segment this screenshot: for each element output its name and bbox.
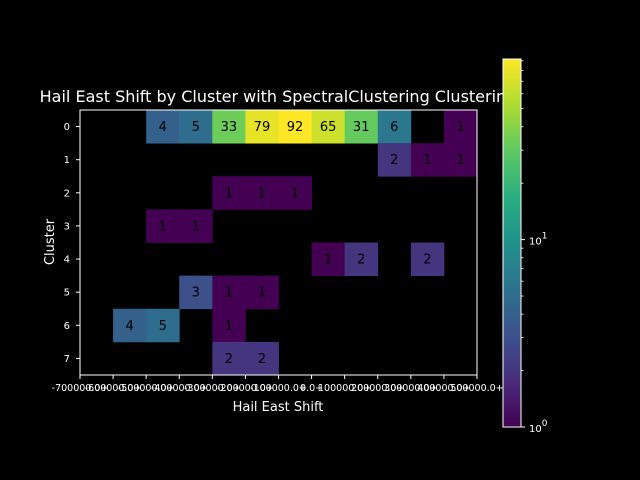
x-tick-label: -400000.0+ bbox=[151, 383, 208, 394]
x-tick-label: -100000.0+ bbox=[250, 383, 307, 394]
cell-value-label: 1 bbox=[291, 186, 299, 201]
x-tick-label: 300000.0+ bbox=[384, 383, 437, 394]
heatmap-cell-labels: 4 5 33 79 92 65 31 6 12 1 11 1 11 11 2 23 1 14 5 12 2 bbox=[125, 120, 464, 367]
y-tick-label: 3 bbox=[64, 221, 70, 232]
heatmap-cell bbox=[212, 341, 246, 376]
cell-value-label: 4 bbox=[125, 319, 133, 334]
cell-value-label: 2 bbox=[390, 153, 398, 168]
heatmap-cell bbox=[245, 176, 279, 210]
cell-value-label: 1 bbox=[192, 219, 200, 234]
heatmap-cell bbox=[410, 143, 445, 177]
y-axis-label: Cluster bbox=[43, 218, 58, 265]
x-tick-label: 0.0+ bbox=[300, 383, 323, 394]
chart-title: Hail East Shift by Cluster with Spectral… bbox=[40, 87, 517, 106]
heatmap-cell bbox=[278, 176, 312, 210]
heatmap-cell bbox=[113, 308, 147, 343]
x-tick-label: 500000.0+ bbox=[450, 383, 503, 394]
heatmap-cell bbox=[311, 110, 346, 144]
cell-value-label: 1 bbox=[225, 319, 233, 334]
heatmap-cell bbox=[443, 110, 478, 144]
heatmap-cell bbox=[410, 242, 445, 277]
heatmap-cell bbox=[344, 242, 379, 277]
y-axis-ticks: 0 1 2 3 4 5 6 7 bbox=[64, 122, 80, 365]
cell-value-label: 79 bbox=[254, 120, 271, 135]
y-tick-label: 0 bbox=[64, 122, 70, 133]
cell-value-label: 1 bbox=[423, 153, 431, 168]
heatmap-cell bbox=[179, 209, 213, 243]
heatmap-cell bbox=[212, 308, 246, 343]
cell-value-label: 92 bbox=[287, 120, 304, 135]
cell-value-label: 4 bbox=[159, 120, 167, 135]
x-axis-ticks: -700000.0+-600000.0+-500000.0+-400000.0+… bbox=[52, 375, 504, 394]
cell-value-label: 2 bbox=[258, 352, 266, 367]
y-tick-label: 2 bbox=[64, 188, 70, 199]
heatmap-cell bbox=[443, 143, 478, 177]
heatmap-cell bbox=[278, 110, 312, 144]
cell-value-label: 1 bbox=[324, 253, 332, 268]
heatmap-cell bbox=[344, 110, 379, 144]
cell-value-label: 1 bbox=[159, 219, 167, 234]
x-tick-label: 100000.0+ bbox=[318, 383, 371, 394]
heatmap-cell bbox=[377, 143, 412, 177]
y-tick-label: 7 bbox=[64, 354, 70, 365]
cell-value-label: 3 bbox=[192, 286, 200, 301]
heatmap-cell bbox=[179, 110, 213, 144]
heatmap-cell bbox=[311, 242, 346, 277]
cell-value-label: 5 bbox=[159, 319, 167, 334]
colorbar-tick-label: 100 bbox=[529, 419, 548, 435]
cell-value-label: 1 bbox=[225, 286, 233, 301]
cell-value-label: 31 bbox=[353, 120, 370, 135]
colorbar-ticks: 100 101 bbox=[521, 60, 548, 435]
heatmap-cell bbox=[179, 275, 213, 310]
heatmap-cell bbox=[377, 110, 412, 144]
cell-value-label: 2 bbox=[225, 352, 233, 367]
x-axis-label: Hail East Shift bbox=[233, 400, 324, 415]
x-tick-label: 200000.0+ bbox=[351, 383, 404, 394]
cell-value-label: 33 bbox=[221, 120, 238, 135]
cell-value-label: 1 bbox=[258, 286, 266, 301]
heatmap-cell bbox=[245, 275, 279, 310]
y-tick-label: 1 bbox=[64, 155, 70, 166]
x-tick-label: -300000.0+ bbox=[184, 383, 241, 394]
x-tick-label: -500000.0+ bbox=[118, 383, 175, 394]
cell-value-label: 1 bbox=[456, 120, 464, 135]
y-tick-label: 6 bbox=[64, 321, 70, 332]
cell-value-label: 1 bbox=[456, 153, 464, 168]
x-tick-label: -700000.0+ bbox=[52, 383, 109, 394]
x-tick-label: 400000.0+ bbox=[417, 383, 470, 394]
heatmap-cell bbox=[245, 110, 279, 144]
cell-value-label: 1 bbox=[258, 186, 266, 201]
heatmap-cell bbox=[212, 176, 246, 210]
colorbar bbox=[502, 58, 522, 428]
heatmap-cell bbox=[146, 209, 180, 243]
heatmap-cell bbox=[212, 275, 246, 310]
heatmap-cell bbox=[146, 308, 180, 343]
cell-value-label: 5 bbox=[192, 120, 200, 135]
cell-value-label: 65 bbox=[320, 120, 337, 135]
cell-value-label: 2 bbox=[357, 253, 365, 268]
cell-value-label: 2 bbox=[423, 253, 431, 268]
heatmap-cell bbox=[212, 110, 246, 144]
cell-value-label: 6 bbox=[390, 120, 398, 135]
heatmap-cell bbox=[245, 341, 279, 376]
heatmap-cells bbox=[113, 110, 478, 376]
x-tick-label: -200000.0+ bbox=[217, 383, 274, 394]
x-tick-label: -600000.0+ bbox=[85, 383, 142, 394]
colorbar-tick-label: 101 bbox=[529, 232, 547, 248]
y-tick-label: 4 bbox=[64, 255, 70, 266]
y-tick-label: 5 bbox=[64, 288, 70, 299]
heatmap-cell bbox=[146, 110, 180, 144]
cell-value-label: 1 bbox=[225, 186, 233, 201]
